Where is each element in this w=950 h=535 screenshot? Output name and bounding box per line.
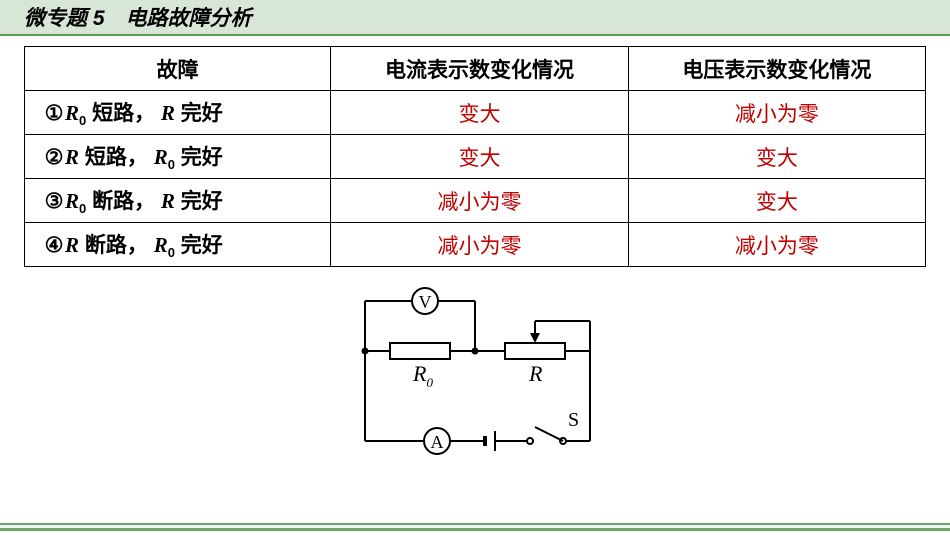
amp-cell: 减小为零 xyxy=(331,223,628,267)
col-header-amp: 电流表示数变化情况 xyxy=(331,47,628,91)
r-label: R xyxy=(528,361,543,386)
fault-cell: ①R0 短路， R 完好 xyxy=(25,91,331,135)
voltmeter-label: V xyxy=(419,292,432,312)
node-dot xyxy=(472,348,479,355)
content: 故障 电流表示数变化情况 电压表示数变化情况 ①R0 短路， R 完好变大减小为… xyxy=(0,36,950,491)
col-header-volt: 电压表示数变化情况 xyxy=(628,47,925,91)
col-header-fault: 故障 xyxy=(25,47,331,91)
footer-divider xyxy=(0,523,950,531)
fault-cell: ②R 短路， R0 完好 xyxy=(25,135,331,179)
table-row: ④R 断路， R0 完好减小为零减小为零 xyxy=(25,223,926,267)
amp-cell: 变大 xyxy=(331,91,628,135)
table-row: ②R 短路， R0 完好变大变大 xyxy=(25,135,926,179)
page-title: 微专题 5 电路故障分析 xyxy=(24,2,252,32)
fault-cell: ④R 断路， R0 完好 xyxy=(25,223,331,267)
circuit-wrap: V A R0 R S xyxy=(24,281,926,491)
amp-cell: 减小为零 xyxy=(331,179,628,223)
circuit-diagram: V A R0 R S xyxy=(325,281,625,491)
table-row: ③R0 断路， R 完好减小为零变大 xyxy=(25,179,926,223)
volt-cell: 变大 xyxy=(628,135,925,179)
table-row: ①R0 短路， R 完好变大减小为零 xyxy=(25,91,926,135)
switch-label: S xyxy=(568,409,579,431)
volt-cell: 变大 xyxy=(628,179,925,223)
table-header-row: 故障 电流表示数变化情况 电压表示数变化情况 xyxy=(25,47,926,91)
ammeter-label: A xyxy=(431,432,444,452)
fault-cell: ③R0 断路， R 完好 xyxy=(25,179,331,223)
amp-cell: 变大 xyxy=(331,135,628,179)
volt-cell: 减小为零 xyxy=(628,223,925,267)
node-dot xyxy=(362,348,369,355)
r0-label: R0 xyxy=(412,361,433,390)
volt-cell: 减小为零 xyxy=(628,91,925,135)
fault-table: 故障 电流表示数变化情况 电压表示数变化情况 ①R0 短路， R 完好变大减小为… xyxy=(24,46,926,267)
header-bar: 微专题 5 电路故障分析 xyxy=(0,0,950,36)
